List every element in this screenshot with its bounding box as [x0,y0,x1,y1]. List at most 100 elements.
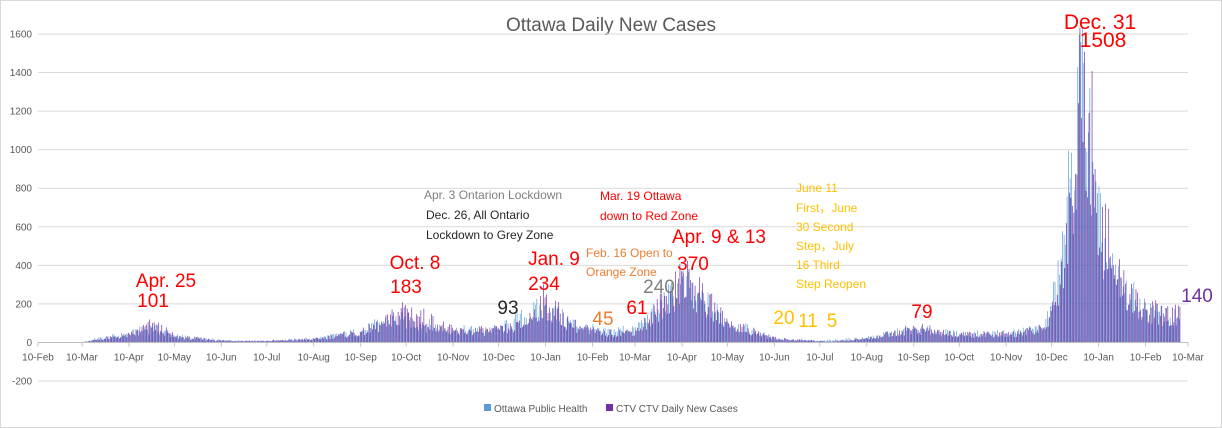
bar-ctv-daily-new-cases [700,300,702,343]
bar-ottawa-public-health [438,331,439,343]
bar-ctv-daily-new-cases [194,337,196,343]
bar-ctv-daily-new-cases [840,340,841,343]
bar-ctv-daily-new-cases [553,315,555,343]
value-annotation: Dec. 31 [1064,11,1136,34]
bar-ctv-daily-new-cases [120,337,122,343]
bar-ottawa-public-health [269,340,271,343]
bar-ottawa-public-health [933,334,935,343]
bar-ctv-daily-new-cases [970,332,972,343]
bar-ctv-daily-new-cases [562,312,564,343]
bar-ottawa-public-health [295,338,297,343]
bar-ctv-daily-new-cases [296,340,297,343]
bar-ottawa-public-health [1018,328,1019,343]
bar-ctv-daily-new-cases [618,330,620,343]
bar-ctv-daily-new-cases [776,338,778,343]
bar-ctv-daily-new-cases [1078,103,1079,343]
bar-ottawa-public-health [492,329,494,343]
bar-ottawa-public-health [1019,330,1021,343]
event-annotation: Step，July [796,239,854,253]
bar-ottawa-public-health [1039,324,1041,343]
bar-ottawa-public-health [825,341,827,343]
bar-ctv-daily-new-cases [250,341,252,343]
bar-ottawa-public-health [215,340,216,343]
bar-ctv-daily-new-cases [746,331,747,343]
bar-ottawa-public-health [957,337,959,343]
bar-ctv-daily-new-cases [558,301,560,343]
bar-ctv-daily-new-cases [717,310,719,343]
bar-ottawa-public-health [548,320,550,343]
bar-ctv-daily-new-cases [1025,329,1026,343]
bar-ctv-daily-new-cases [432,316,434,343]
bar-ottawa-public-health [422,324,424,343]
bar-ottawa-public-health [881,336,883,343]
bar-ctv-daily-new-cases [476,331,478,343]
bar-ctv-daily-new-cases [152,322,153,343]
bar-ottawa-public-health [107,336,109,343]
bar-ottawa-public-health [874,337,876,343]
bar-ctv-daily-new-cases [1178,305,1179,343]
bar-ottawa-public-health [812,340,813,343]
bar-ottawa-public-health [869,337,871,343]
bar-ctv-daily-new-cases [281,340,282,343]
bar-ctv-daily-new-cases [109,336,111,343]
bar-ottawa-public-health [581,328,583,343]
bar-ctv-daily-new-cases [575,319,576,343]
bar-ottawa-public-health [1151,323,1153,343]
bar-ottawa-public-health [410,327,412,343]
bar-ctv-daily-new-cases [481,326,482,343]
bar-ctv-daily-new-cases [605,335,607,343]
bar-ctv-daily-new-cases [850,339,852,343]
bar-ctv-daily-new-cases [731,321,732,343]
bar-ctv-daily-new-cases [297,338,299,343]
x-tick-label: 10-May [711,352,744,363]
bar-ctv-daily-new-cases [218,339,220,343]
bar-ctv-daily-new-cases [725,322,726,343]
bar-ottawa-public-health [756,335,757,343]
bar-ottawa-public-health [156,324,157,343]
bar-ctv-daily-new-cases [1161,305,1163,343]
bar-ottawa-public-health [763,332,765,343]
bar-ottawa-public-health [386,326,388,343]
bar-ctv-daily-new-cases [632,335,634,343]
bar-ottawa-public-health [850,339,851,343]
bar-ctv-daily-new-cases [1064,268,1066,343]
bar-ottawa-public-health [804,339,806,343]
bar-ottawa-public-health [112,334,113,343]
bar-ctv-daily-new-cases [720,307,722,343]
bar-ctv-daily-new-cases [822,340,823,343]
bar-ctv-daily-new-cases [1055,301,1057,343]
bar-ctv-daily-new-cases [1103,270,1105,343]
bar-ottawa-public-health [604,327,606,343]
bar-ctv-daily-new-cases [322,337,323,343]
bar-ottawa-public-health [895,335,897,343]
bar-ctv-daily-new-cases [859,339,861,343]
x-tick-label: 10-Aug [298,352,330,363]
bar-ottawa-public-health [138,335,139,343]
bar-ottawa-public-health [234,341,236,343]
bar-ctv-daily-new-cases [229,340,231,343]
bar-ctv-daily-new-cases [379,324,381,343]
bar-ctv-daily-new-cases [172,332,173,343]
bar-ottawa-public-health [991,336,992,343]
bar-ctv-daily-new-cases [887,331,888,343]
bar-ctv-daily-new-cases [594,332,596,343]
x-tick-label: 10-Jun [759,352,790,363]
bar-ctv-daily-new-cases [712,321,714,343]
bar-ctv-daily-new-cases [806,340,808,343]
bar-ottawa-public-health [153,331,154,343]
bar-ctv-daily-new-cases [517,321,519,343]
bar-ottawa-public-health [975,336,977,343]
bar-ottawa-public-health [928,328,930,343]
bar-ctv-daily-new-cases [653,305,655,343]
bar-ottawa-public-health [721,323,723,343]
bar-ottawa-public-health [621,330,623,343]
bar-ottawa-public-health [628,331,630,343]
bar-ottawa-public-health [541,310,542,343]
bar-ottawa-public-health [612,334,613,343]
bar-ottawa-public-health [783,339,785,343]
bar-ottawa-public-health [1083,62,1085,343]
bar-ottawa-public-health [553,308,554,343]
x-tick-label: 10-Sep [345,352,378,363]
bar-ctv-daily-new-cases [1147,321,1149,343]
bar-ctv-daily-new-cases [894,330,896,343]
